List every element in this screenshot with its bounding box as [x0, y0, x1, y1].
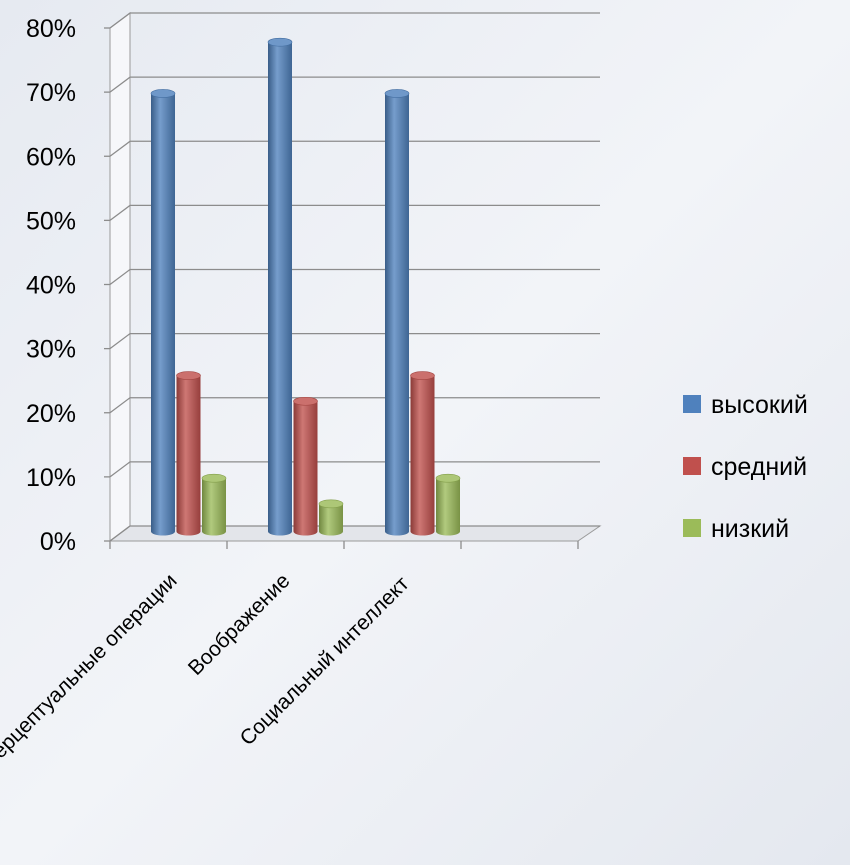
- gridline: [109, 332, 600, 350]
- legend-swatch: [683, 519, 701, 537]
- bar-top: [410, 371, 435, 380]
- gridlines: [104, 12, 600, 542]
- y-tick-label: 60%: [26, 143, 76, 171]
- y-tick-label: 50%: [26, 207, 76, 235]
- bar-top: [176, 371, 201, 380]
- bar: [267, 37, 293, 536]
- y-tick-label: 80%: [26, 15, 76, 43]
- bar-top: [150, 89, 176, 98]
- bar: [435, 473, 461, 536]
- gridline: [109, 461, 600, 478]
- legend-label: высокий: [711, 391, 808, 419]
- y-axis-tick-labels: 0% 10% 20% 30% 40% 50% 60% 70% 80%: [26, 15, 76, 556]
- legend-label: низкий: [711, 515, 789, 543]
- y-tick-label: 40%: [26, 272, 76, 300]
- y-tick-label: 0%: [40, 528, 76, 556]
- bar-body: [436, 478, 460, 536]
- legend-swatch: [683, 457, 701, 475]
- y-tick-label: 20%: [26, 400, 76, 428]
- gridline: [109, 397, 600, 414]
- bar-body: [319, 503, 343, 536]
- bar-body: [385, 93, 409, 536]
- bar-body: [176, 375, 201, 536]
- gridline: [109, 268, 600, 286]
- y-tick-label: 70%: [26, 79, 76, 107]
- gridline: [109, 204, 600, 221]
- bar-body: [268, 42, 292, 536]
- gridline: [109, 76, 600, 93]
- bar-top: [435, 473, 461, 483]
- legend-label: средний: [711, 453, 807, 481]
- bar: [293, 396, 318, 536]
- bar-top: [293, 396, 318, 406]
- legend-item: средний: [683, 453, 807, 481]
- bar-body: [293, 401, 318, 536]
- bar-body: [151, 93, 175, 536]
- bar: [384, 89, 410, 536]
- bars: [150, 37, 461, 536]
- bar-top: [267, 37, 293, 47]
- bar: [201, 473, 227, 536]
- bar: [150, 89, 176, 536]
- y-tick-label: 30%: [26, 336, 76, 364]
- bar-top: [318, 499, 344, 509]
- legend-item: высокий: [683, 391, 808, 419]
- bar-top: [201, 473, 227, 483]
- bar: [176, 371, 201, 536]
- y-tick-label: 10%: [26, 464, 76, 492]
- bar-body: [202, 478, 226, 536]
- legend: высокий средний низкий: [683, 391, 808, 543]
- bar: [410, 371, 435, 536]
- bar-body: [410, 375, 435, 536]
- legend-swatch: [683, 395, 701, 413]
- gridline: [109, 140, 600, 157]
- bar: [318, 499, 344, 536]
- gridline: [109, 12, 600, 29]
- bar-top: [384, 89, 410, 98]
- legend-item: низкий: [683, 515, 789, 543]
